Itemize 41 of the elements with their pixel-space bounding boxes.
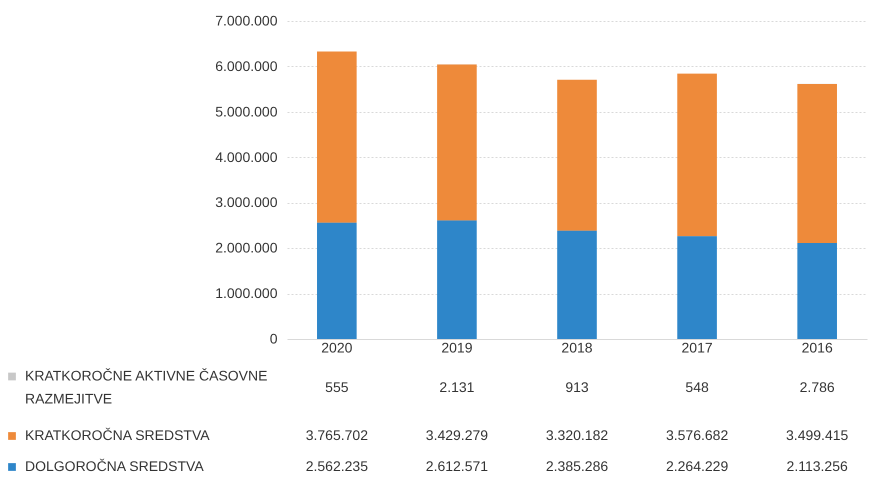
data-label: 913 bbox=[565, 379, 589, 395]
data-label: 2.113.256 bbox=[786, 458, 848, 474]
y-tick-label: 2.000.000 bbox=[215, 240, 278, 256]
data-label: 2.264.229 bbox=[666, 458, 728, 474]
data-label: 548 bbox=[685, 379, 709, 395]
legend-label: KRATKOROČNA SREDSTVA bbox=[25, 427, 210, 443]
y-tick-label: 3.000.000 bbox=[215, 194, 278, 210]
data-label: 2.562.235 bbox=[306, 458, 368, 474]
x-tick-label: 2016 bbox=[802, 340, 833, 356]
bar bbox=[677, 74, 717, 236]
data-label: 3.765.702 bbox=[306, 427, 368, 443]
data-label: 555 bbox=[325, 379, 349, 395]
bar bbox=[437, 64, 477, 220]
data-label: 3.429.279 bbox=[426, 427, 488, 443]
bar bbox=[557, 80, 597, 231]
y-tick-label: 1.000.000 bbox=[215, 285, 278, 302]
legend-label: KRATKOROČNE AKTIVNE ČASOVNE RAZMEJITVE bbox=[25, 368, 268, 406]
x-tick-label: 2018 bbox=[561, 340, 593, 356]
legend-label: DOLGOROČNA SREDSTVA bbox=[25, 458, 204, 474]
bar bbox=[797, 84, 837, 243]
y-tick-label: 0 bbox=[270, 330, 278, 346]
y-tick-label: 5.000.000 bbox=[215, 103, 278, 120]
y-tick-label: 7.000.000 bbox=[215, 12, 278, 28]
data-label: 3.320.182 bbox=[546, 427, 608, 443]
bar bbox=[317, 52, 357, 223]
data-label: 2.131 bbox=[439, 379, 475, 395]
bar bbox=[797, 243, 837, 339]
y-tick-label: 4.000.000 bbox=[215, 148, 278, 165]
bar bbox=[437, 220, 477, 339]
data-label: 2.385.286 bbox=[546, 458, 608, 474]
bar bbox=[317, 222, 357, 339]
data-label: 2.786 bbox=[800, 379, 835, 395]
data-label: 3.576.682 bbox=[666, 427, 728, 443]
data-label: 2.612.571 bbox=[426, 458, 488, 474]
x-tick-label: 2019 bbox=[441, 340, 473, 356]
bar bbox=[557, 230, 597, 339]
x-tick-label: 2017 bbox=[682, 340, 713, 356]
data-label: 3.499.415 bbox=[786, 427, 849, 443]
x-tick-label: 2020 bbox=[321, 340, 353, 356]
y-tick-label: 6.000.000 bbox=[215, 58, 278, 74]
bar bbox=[677, 236, 717, 339]
